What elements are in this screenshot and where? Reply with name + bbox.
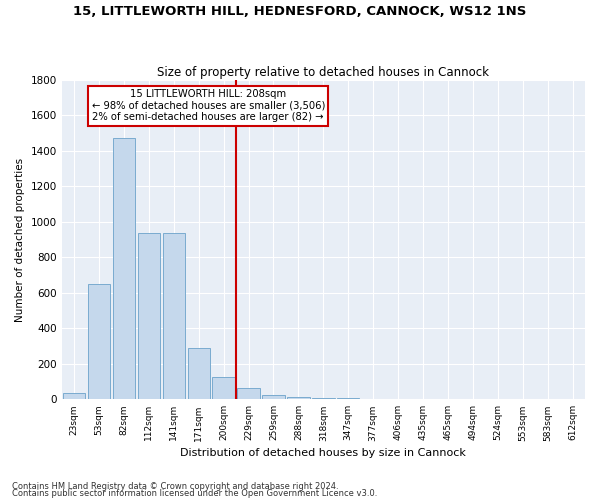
Bar <box>262 395 285 400</box>
Bar <box>88 284 110 400</box>
Bar <box>113 138 135 400</box>
Title: Size of property relative to detached houses in Cannock: Size of property relative to detached ho… <box>157 66 490 78</box>
Y-axis label: Number of detached properties: Number of detached properties <box>15 158 25 322</box>
X-axis label: Distribution of detached houses by size in Cannock: Distribution of detached houses by size … <box>181 448 466 458</box>
Text: Contains HM Land Registry data © Crown copyright and database right 2024.: Contains HM Land Registry data © Crown c… <box>12 482 338 491</box>
Bar <box>212 377 235 400</box>
Bar <box>137 234 160 400</box>
Bar <box>337 398 359 400</box>
Bar <box>238 388 260 400</box>
Bar <box>163 234 185 400</box>
Bar <box>63 393 85 400</box>
Bar <box>188 348 210 400</box>
Bar <box>287 396 310 400</box>
Text: Contains public sector information licensed under the Open Government Licence v3: Contains public sector information licen… <box>12 489 377 498</box>
Text: 15, LITTLEWORTH HILL, HEDNESFORD, CANNOCK, WS12 1NS: 15, LITTLEWORTH HILL, HEDNESFORD, CANNOC… <box>73 5 527 18</box>
Text: 15 LITTLEWORTH HILL: 208sqm
← 98% of detached houses are smaller (3,506)
2% of s: 15 LITTLEWORTH HILL: 208sqm ← 98% of det… <box>92 90 325 122</box>
Bar <box>312 398 335 400</box>
